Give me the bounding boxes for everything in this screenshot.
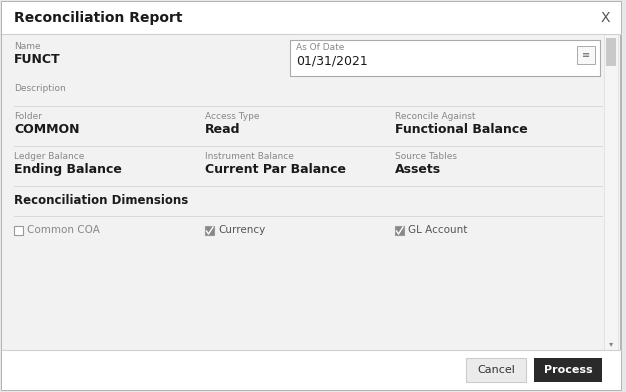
- Text: Assets: Assets: [395, 163, 441, 176]
- Text: ▾: ▾: [609, 339, 613, 348]
- Text: X: X: [600, 11, 610, 25]
- Text: Common COA: Common COA: [27, 225, 100, 235]
- Bar: [2, 350, 621, 390]
- Text: Reconciliation Dimensions: Reconciliation Dimensions: [14, 194, 188, 207]
- Text: Process: Process: [544, 365, 592, 375]
- FancyBboxPatch shape: [290, 40, 600, 76]
- FancyBboxPatch shape: [577, 46, 595, 64]
- Text: Ledger Balance: Ledger Balance: [14, 152, 85, 161]
- Text: Reconcile Against: Reconcile Against: [395, 112, 476, 121]
- Text: Description: Description: [14, 84, 66, 93]
- Text: FUNCT: FUNCT: [14, 53, 61, 66]
- Bar: [2, 34, 604, 350]
- Text: Read: Read: [205, 123, 240, 136]
- Text: Source Tables: Source Tables: [395, 152, 457, 161]
- Text: COMMON: COMMON: [14, 123, 80, 136]
- FancyBboxPatch shape: [2, 2, 621, 390]
- Text: Currency: Currency: [218, 225, 265, 235]
- Text: Ending Balance: Ending Balance: [14, 163, 122, 176]
- Text: GL Account: GL Account: [408, 225, 468, 235]
- FancyBboxPatch shape: [466, 358, 526, 382]
- Bar: [2, 2, 621, 34]
- Bar: [395, 225, 404, 234]
- Text: Name: Name: [14, 42, 41, 51]
- Text: As Of Date: As Of Date: [296, 43, 344, 52]
- Bar: [604, 34, 618, 350]
- Text: 01/31/2021: 01/31/2021: [296, 54, 367, 67]
- Text: ≡: ≡: [582, 50, 590, 60]
- Bar: [606, 38, 616, 66]
- Text: Functional Balance: Functional Balance: [395, 123, 528, 136]
- FancyBboxPatch shape: [534, 358, 602, 382]
- Text: Folder: Folder: [14, 112, 42, 121]
- Text: Cancel: Cancel: [477, 365, 515, 375]
- Bar: [14, 225, 23, 234]
- Bar: [205, 225, 214, 234]
- Text: Access Type: Access Type: [205, 112, 260, 121]
- Text: Reconciliation Report: Reconciliation Report: [14, 11, 183, 25]
- Text: Current Par Balance: Current Par Balance: [205, 163, 346, 176]
- Text: Instrument Balance: Instrument Balance: [205, 152, 294, 161]
